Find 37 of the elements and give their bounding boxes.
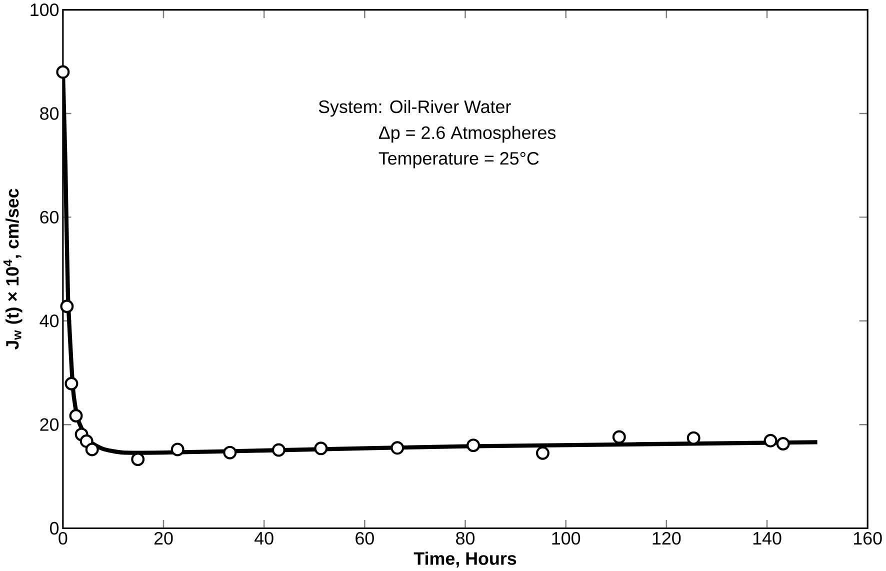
x-tick-label: 20 xyxy=(154,532,173,545)
x-tick-label: 140 xyxy=(753,532,782,545)
x-tick-label: 60 xyxy=(356,532,374,545)
y-tick-label: 100 xyxy=(30,3,59,16)
x-tick-label: 80 xyxy=(456,532,475,545)
point xyxy=(390,441,404,455)
y-tick-label: 60 xyxy=(40,210,59,224)
point xyxy=(764,434,778,448)
x-tick-label: 100 xyxy=(552,532,580,545)
point xyxy=(131,452,145,466)
point xyxy=(60,300,74,314)
point xyxy=(776,437,790,451)
point xyxy=(69,409,83,423)
x-tick-label: 0 xyxy=(58,532,68,545)
y-axis-title: J$_{w}$ (t) × 10$^{4}$, cm/sec xyxy=(3,188,22,350)
x-axis-title: Time, Hours xyxy=(414,552,516,568)
x-tick-label: 120 xyxy=(652,532,681,545)
y-tick-label: 40 xyxy=(40,314,59,328)
y-tick-label: 20 xyxy=(40,418,59,431)
point xyxy=(536,446,550,460)
point xyxy=(272,443,286,457)
x-tick-label: 40 xyxy=(254,532,274,545)
point xyxy=(56,65,70,79)
x-tick-label: 160 xyxy=(854,532,882,545)
annotation: Temperature = 25°C xyxy=(378,152,539,168)
point xyxy=(223,446,237,460)
point xyxy=(314,442,328,456)
point xyxy=(466,438,480,452)
point xyxy=(612,430,626,444)
point xyxy=(170,442,184,456)
y-tick-label: 80 xyxy=(40,107,59,120)
point xyxy=(686,431,700,445)
point xyxy=(85,442,99,456)
annotation: Δp = 2.6 Atmospheres xyxy=(378,126,556,143)
y-tick-label: 0 xyxy=(50,522,59,535)
point xyxy=(64,376,78,390)
annotation: System: Oil-River Water xyxy=(318,100,511,117)
